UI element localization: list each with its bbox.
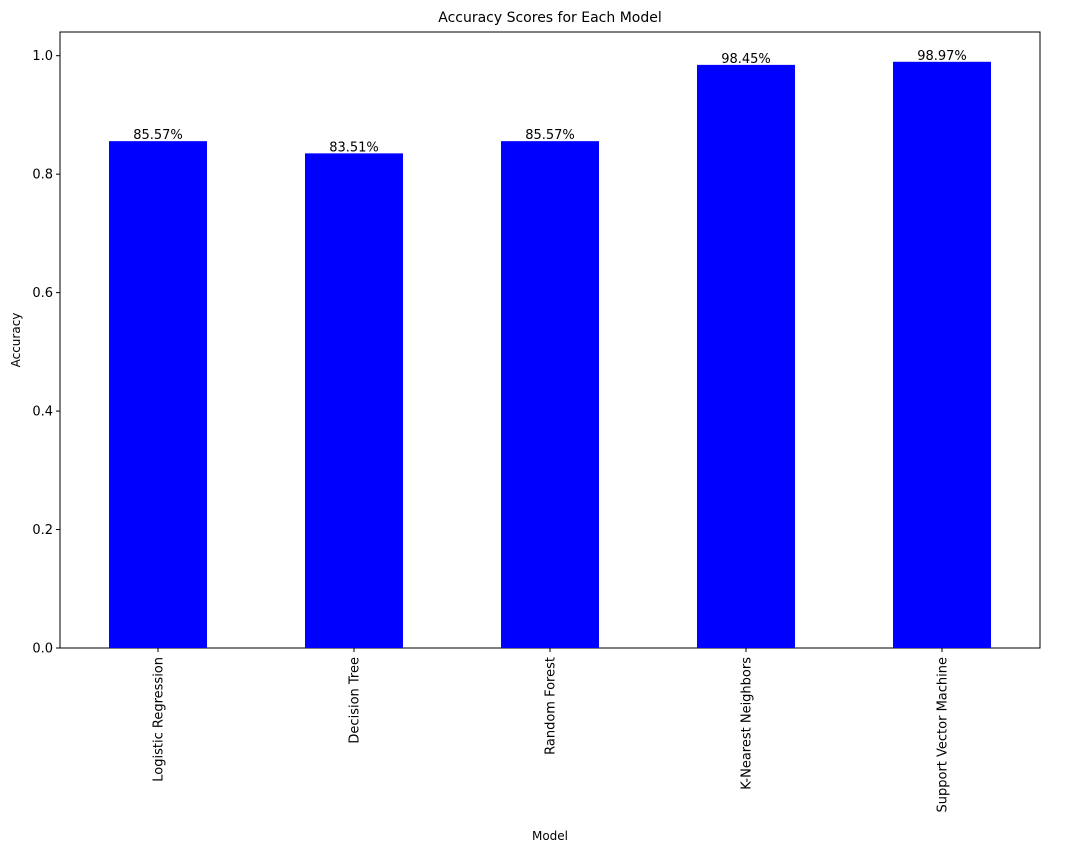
bar [893,61,991,648]
x-tick-label: K-Nearest Neighbors [740,657,755,790]
bar-data-label: 98.45% [721,52,771,67]
x-axis-label: Model [532,829,568,843]
x-tick-label: Random Forest [544,657,559,755]
y-tick-label: 1.0 [32,49,53,64]
x-tick-label: Decision Tree [348,657,363,744]
bar [697,64,795,649]
y-tick-label: 0.0 [32,642,53,657]
x-tick-label: Logistic Regression [152,657,167,782]
x-tick-label: Support Vector Machine [936,657,951,813]
bar [305,153,403,649]
bar-data-labels: 85.57% 83.51% 85.57% 98.45% 98.97% [133,49,967,156]
bar [109,141,207,649]
bar-data-label: 83.51% [329,140,379,155]
y-tick-label: 0.4 [32,405,53,420]
y-tick-label: 0.8 [32,168,53,183]
bar [501,141,599,649]
bar-data-label: 85.57% [525,128,575,143]
x-axis: Logistic Regression Decision Tree Random F… [152,648,951,813]
y-axis-label: Accuracy [9,313,23,368]
chart-title: Accuracy Scores for Each Model [438,10,662,26]
y-axis: 0.0 0.2 0.4 0.6 0.8 1.0 [32,49,60,657]
y-tick-label: 0.2 [32,523,53,538]
bars [109,61,991,649]
bar-data-label: 98.97% [917,49,967,64]
y-tick-label: 0.6 [32,286,53,301]
bar-data-label: 85.57% [133,128,183,143]
